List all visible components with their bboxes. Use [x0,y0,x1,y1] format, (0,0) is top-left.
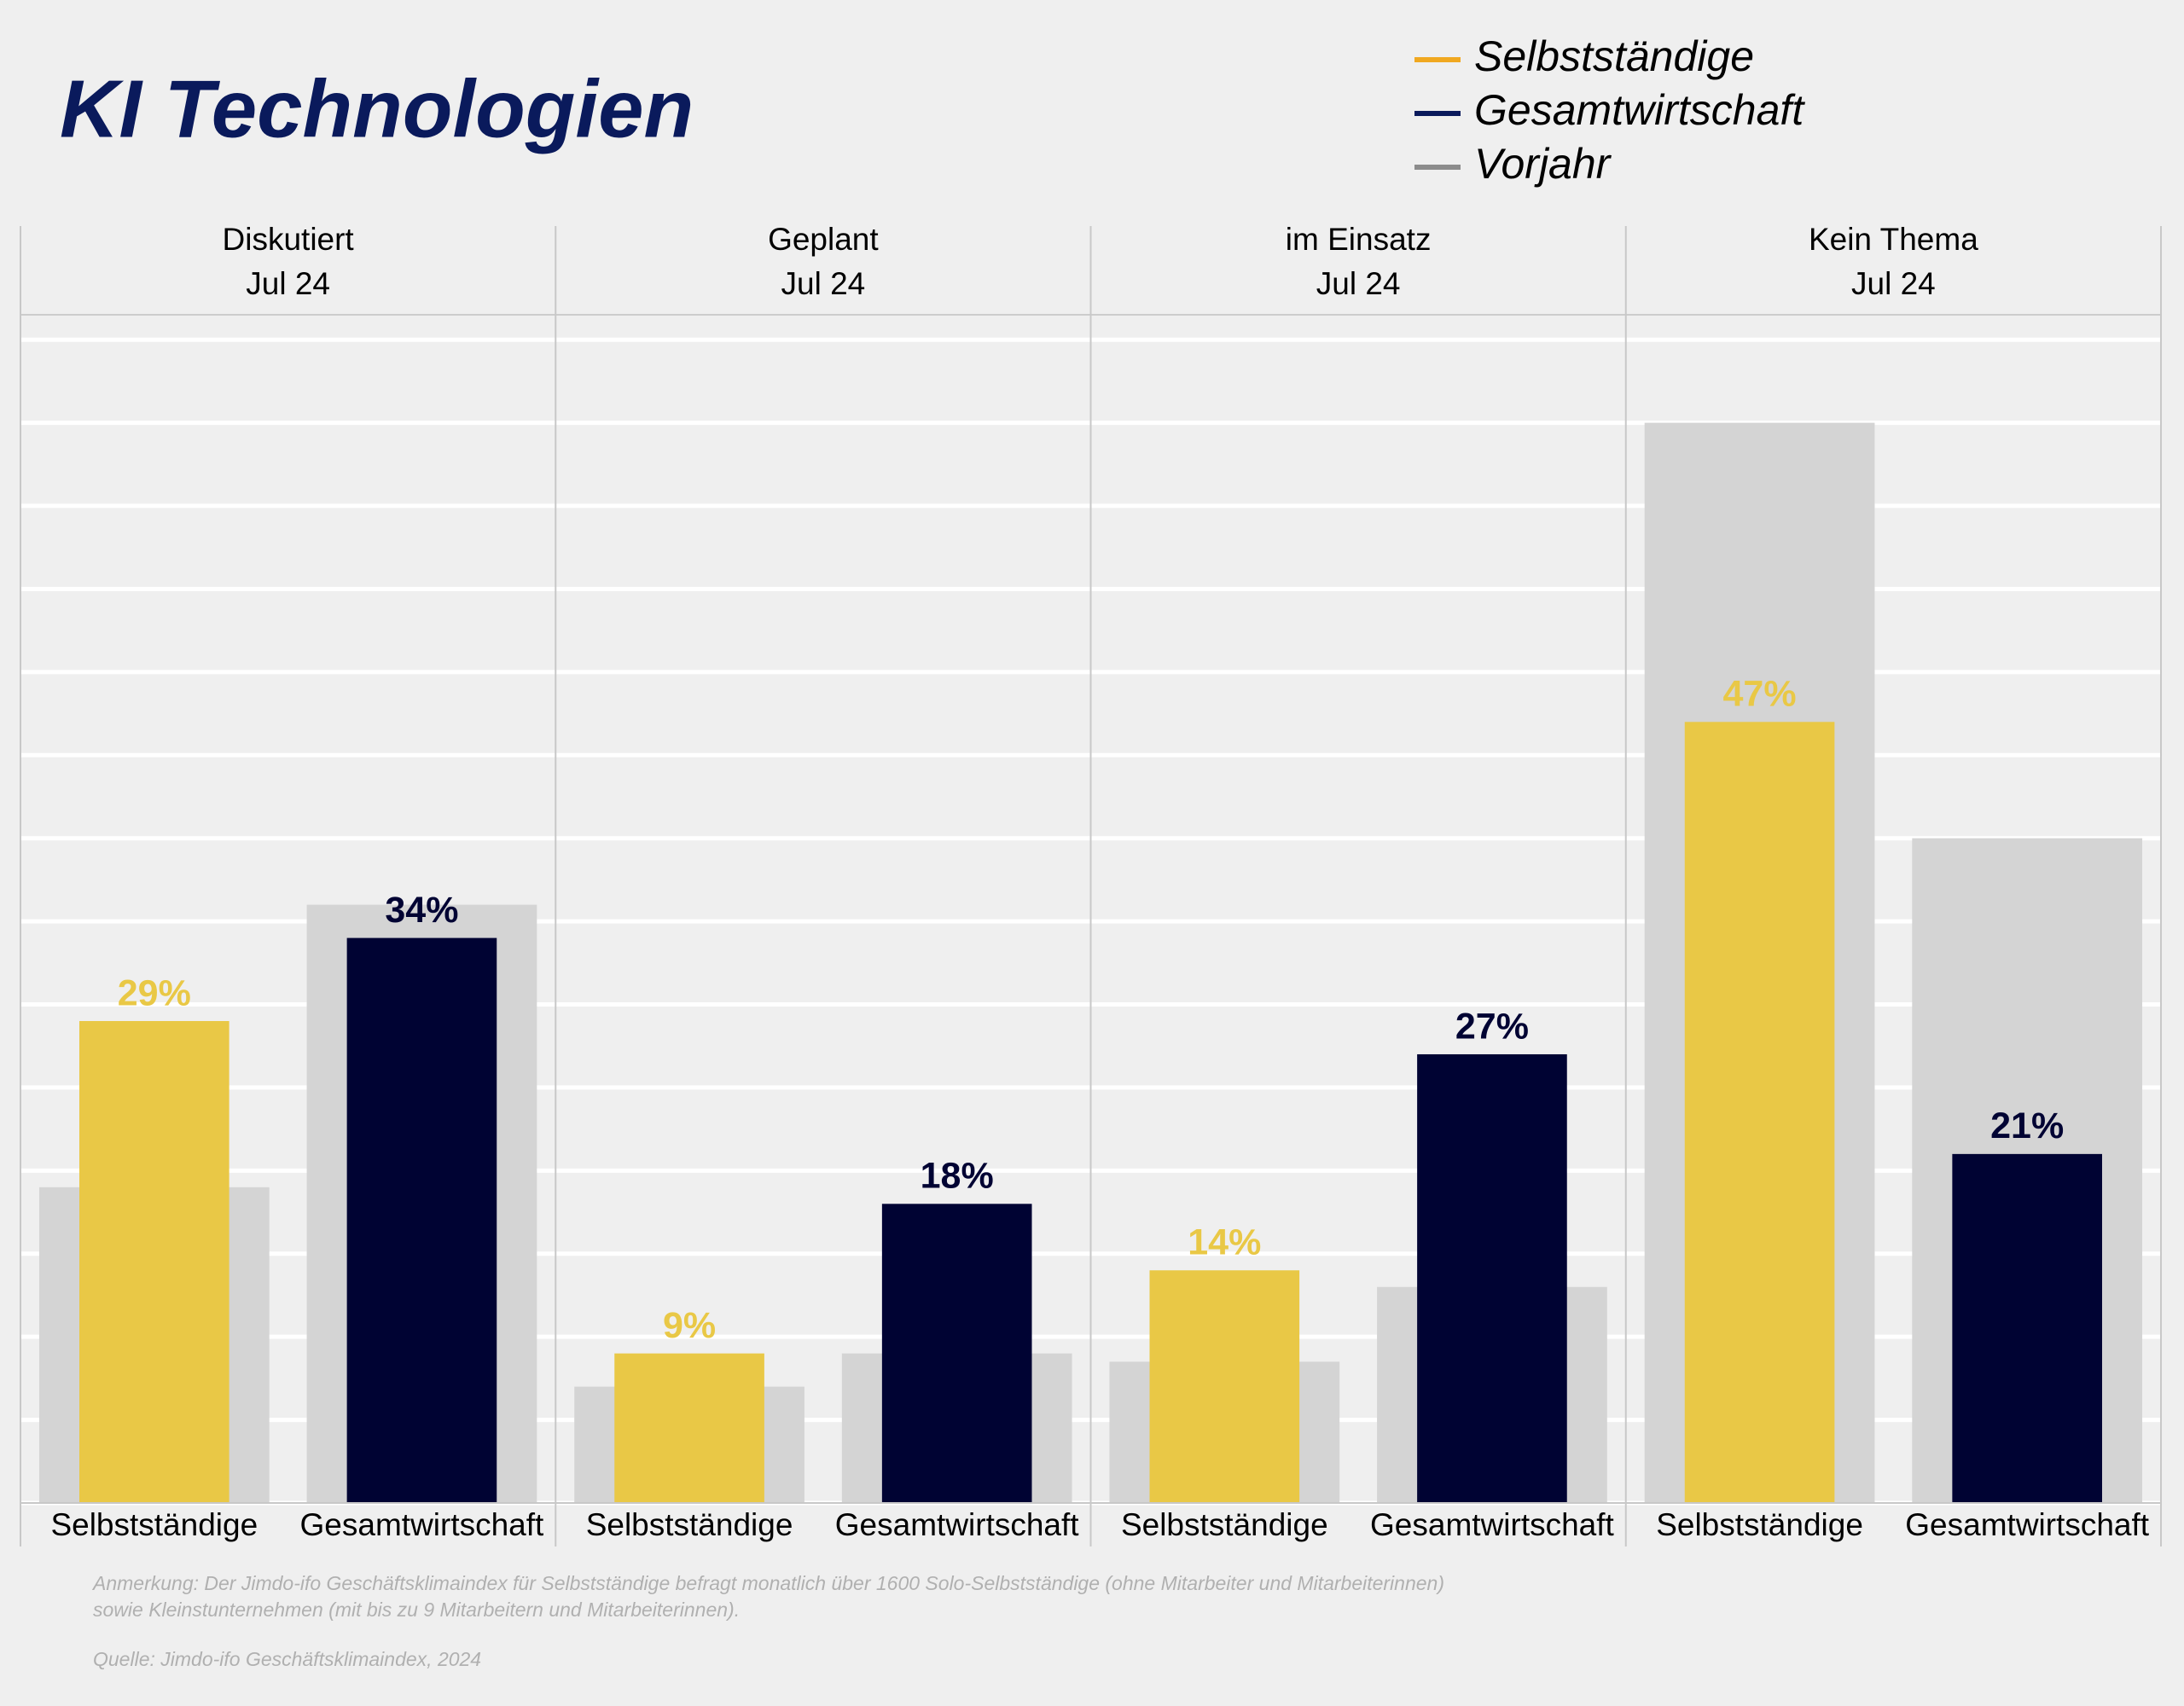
panel-subtitle: Jul 24 [781,266,866,301]
x-tick-label: Selbstständige [1121,1507,1328,1542]
panel-title: im Einsatz [1286,222,1432,257]
footnote: sowie Kleinstunternehmen (mit bis zu 9 M… [93,1599,740,1621]
bar [614,1353,764,1503]
bar [1684,722,1835,1503]
x-tick-label: Gesamtwirtschaft [300,1507,545,1542]
chart-title: KI Technologien [60,63,694,154]
legend-label: Vorjahr [1474,140,1612,188]
panel-title: Diskutiert [223,222,355,257]
value-label: 9% [663,1305,716,1346]
x-tick-label: Selbstständige [50,1507,258,1542]
footnote: Anmerkung: Der Jimdo-ifo Geschäftsklimai… [91,1572,1444,1594]
legend-label: Gesamtwirtschaft [1474,86,1805,134]
panel-subtitle: Jul 24 [1316,266,1401,301]
panel-subtitle: Jul 24 [1851,266,1936,301]
panel-subtitle: Jul 24 [246,266,330,301]
x-tick-label: Gesamtwirtschaft [1370,1507,1615,1542]
panel-title: Geplant [768,222,879,257]
panel-title: Kein Thema [1809,222,1978,257]
legend-label: Selbstständige [1474,32,1754,80]
value-label: 18% [921,1156,994,1197]
x-tick-label: Gesamtwirtschaft [835,1507,1080,1542]
value-label: 14% [1188,1222,1261,1263]
bar [881,1204,1032,1503]
x-tick-label: Gesamtwirtschaft [1905,1507,2150,1542]
value-label: 29% [118,972,191,1013]
value-label: 21% [1990,1105,2064,1146]
value-label: 27% [1455,1006,1529,1047]
source: Quelle: Jimdo-ifo Geschäftsklimaindex, 2… [93,1648,481,1670]
bar [1417,1053,1567,1503]
bar [1149,1270,1300,1503]
x-tick-label: Selbstständige [586,1507,793,1542]
x-tick-label: Selbstständige [1656,1507,1863,1542]
value-label: 34% [385,890,458,931]
bar [346,937,497,1503]
bar [1952,1153,2103,1503]
value-label: 47% [1723,674,1797,715]
bar [78,1021,229,1503]
